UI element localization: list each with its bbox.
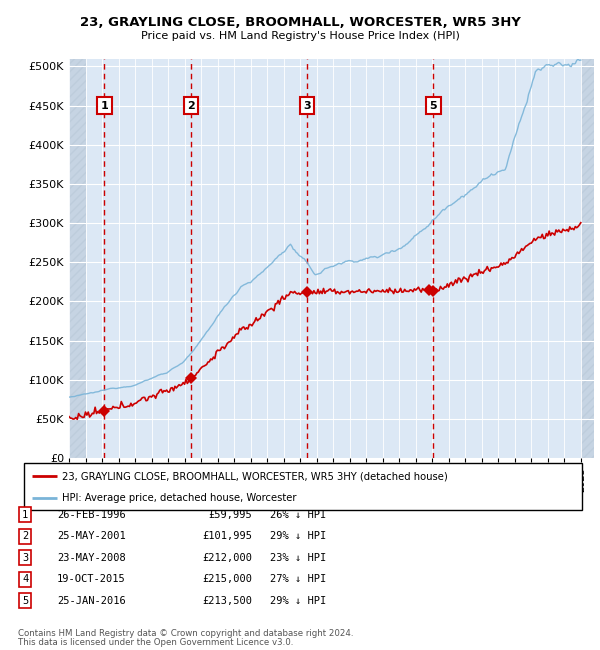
Text: 29% ↓ HPI: 29% ↓ HPI bbox=[270, 531, 326, 541]
Text: This data is licensed under the Open Government Licence v3.0.: This data is licensed under the Open Gov… bbox=[18, 638, 293, 647]
Text: 27% ↓ HPI: 27% ↓ HPI bbox=[270, 574, 326, 584]
Text: 26-FEB-1996: 26-FEB-1996 bbox=[57, 510, 126, 520]
Text: HPI: Average price, detached house, Worcester: HPI: Average price, detached house, Worc… bbox=[62, 493, 296, 502]
Text: 29% ↓ HPI: 29% ↓ HPI bbox=[270, 595, 326, 606]
Text: 2: 2 bbox=[187, 101, 195, 111]
Text: 23-MAY-2008: 23-MAY-2008 bbox=[57, 552, 126, 563]
Text: 3: 3 bbox=[22, 552, 28, 563]
Text: 2: 2 bbox=[22, 531, 28, 541]
Text: £213,500: £213,500 bbox=[202, 595, 252, 606]
Text: £101,995: £101,995 bbox=[202, 531, 252, 541]
Text: 1: 1 bbox=[22, 510, 28, 520]
Text: £212,000: £212,000 bbox=[202, 552, 252, 563]
Text: 23% ↓ HPI: 23% ↓ HPI bbox=[270, 552, 326, 563]
Text: 23, GRAYLING CLOSE, BROOMHALL, WORCESTER, WR5 3HY (detached house): 23, GRAYLING CLOSE, BROOMHALL, WORCESTER… bbox=[62, 471, 448, 481]
Text: 25-JAN-2016: 25-JAN-2016 bbox=[57, 595, 126, 606]
Text: 1: 1 bbox=[101, 101, 109, 111]
Text: Contains HM Land Registry data © Crown copyright and database right 2024.: Contains HM Land Registry data © Crown c… bbox=[18, 629, 353, 638]
Bar bbox=[69, 58, 86, 458]
Text: 5: 5 bbox=[22, 595, 28, 606]
Text: 25-MAY-2001: 25-MAY-2001 bbox=[57, 531, 126, 541]
Text: £59,995: £59,995 bbox=[208, 510, 252, 520]
Text: 19-OCT-2015: 19-OCT-2015 bbox=[57, 574, 126, 584]
Text: Price paid vs. HM Land Registry's House Price Index (HPI): Price paid vs. HM Land Registry's House … bbox=[140, 31, 460, 40]
Text: 4: 4 bbox=[22, 574, 28, 584]
Text: 26% ↓ HPI: 26% ↓ HPI bbox=[270, 510, 326, 520]
Text: 23, GRAYLING CLOSE, BROOMHALL, WORCESTER, WR5 3HY: 23, GRAYLING CLOSE, BROOMHALL, WORCESTER… bbox=[80, 16, 520, 29]
Bar bbox=[581, 58, 594, 458]
Text: 3: 3 bbox=[303, 101, 311, 111]
Text: 5: 5 bbox=[430, 101, 437, 111]
Text: £215,000: £215,000 bbox=[202, 574, 252, 584]
